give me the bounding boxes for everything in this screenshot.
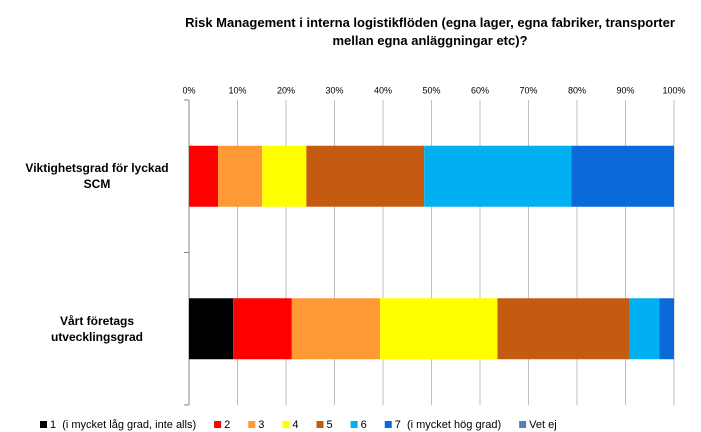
y-tick-label: Viktighetsgrad för lyckad SCM <box>25 161 169 192</box>
bar-segment <box>629 298 660 360</box>
x-tick-label: 70% <box>519 85 537 95</box>
bar-segment <box>189 145 219 207</box>
legend-swatch <box>519 421 527 428</box>
x-tick-label: 40% <box>374 85 392 95</box>
legend-swatch <box>40 421 47 428</box>
legend-swatch <box>248 421 256 428</box>
bar-segment <box>659 298 674 360</box>
legend-swatch <box>350 421 358 428</box>
bar-segment <box>380 298 498 360</box>
x-tick-label: 10% <box>228 85 246 95</box>
legend-swatch <box>214 421 222 428</box>
chart-title: Risk Management i interna logistikflöden… <box>185 15 675 48</box>
legend-swatch <box>384 421 392 428</box>
legend-label: 2 <box>224 419 230 431</box>
legend-swatch <box>316 421 324 428</box>
bar-segment <box>571 145 674 207</box>
y-tick-label: Vårt företags utvecklingsgrad <box>50 313 144 344</box>
x-tick-label: 60% <box>471 85 489 95</box>
x-tick-label: 30% <box>325 85 343 95</box>
legend-label: 6 <box>361 419 367 431</box>
legend-label: 4 <box>292 419 298 431</box>
x-tick-label: 0% <box>182 85 195 95</box>
legend-label: 1 (i mycket låg grad, inte alls) <box>50 419 196 431</box>
bar-segment <box>497 298 630 360</box>
x-tick-label: 50% <box>422 85 440 95</box>
legend-swatch <box>282 421 290 428</box>
bar-segment <box>262 145 307 207</box>
x-tick-label: 80% <box>568 85 586 95</box>
legend-label: 3 <box>258 419 264 431</box>
x-tick-label: 90% <box>616 85 634 95</box>
bar-segment <box>424 145 572 207</box>
bar-segment <box>218 145 263 207</box>
x-tick-label: 100% <box>662 85 685 95</box>
bar-segment <box>306 145 425 207</box>
bar-segment <box>189 298 234 360</box>
bar-segment <box>233 298 292 360</box>
legend-label: Vet ej <box>529 419 557 431</box>
legend-label: 5 <box>327 419 333 431</box>
x-tick-label: 20% <box>277 85 295 95</box>
bar-segment <box>291 298 381 360</box>
legend-label: 7 (i mycket hög grad) <box>395 419 501 431</box>
